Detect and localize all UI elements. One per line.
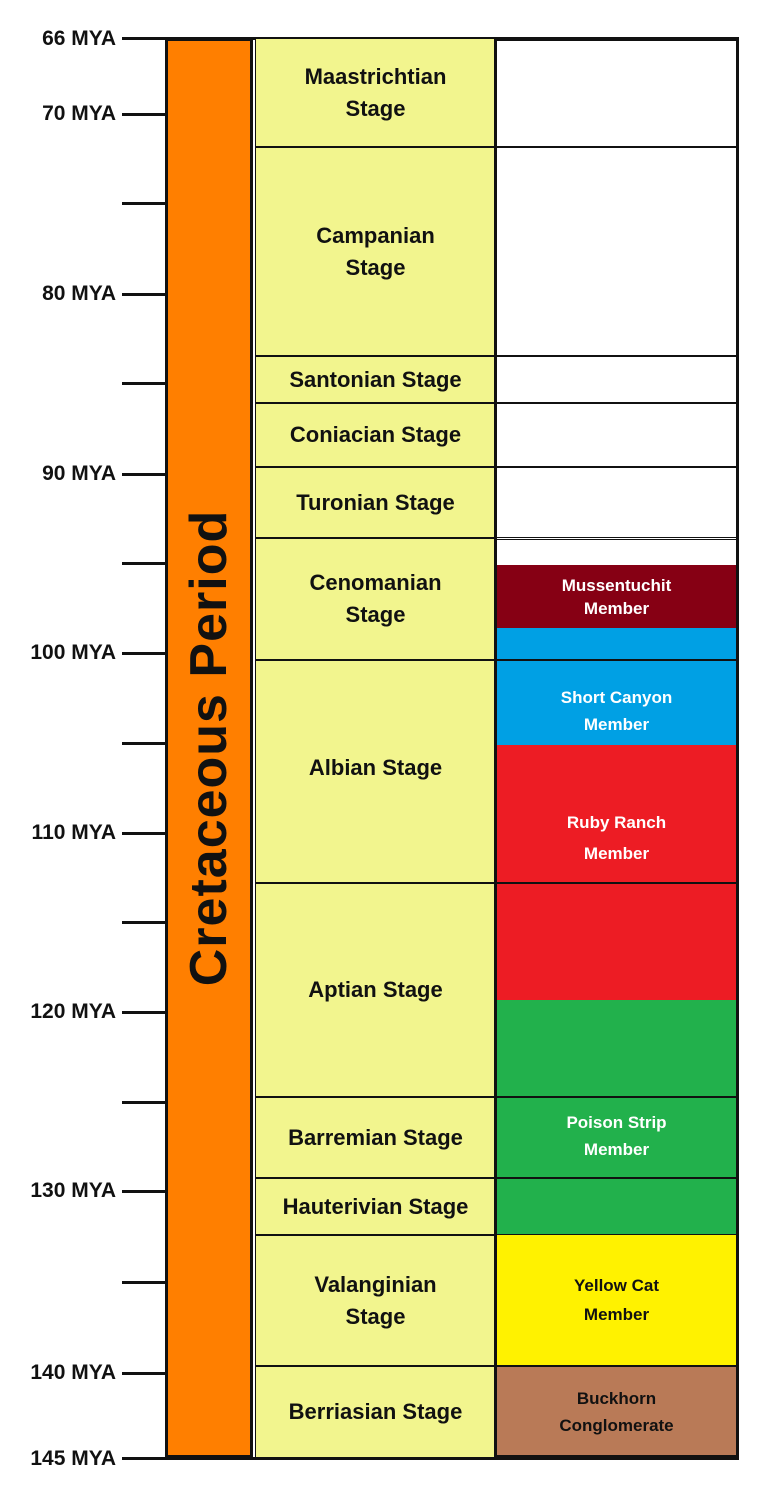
stage-label-line: Stage xyxy=(345,254,406,280)
tick-line-minor-85 xyxy=(122,382,165,385)
tick-line-minor-115 xyxy=(122,921,165,924)
stage-valanginian: Valanginian Stage xyxy=(255,1235,496,1366)
stage-label-line: Albian Stage xyxy=(308,754,443,780)
stage-label-line: Aptian Stage xyxy=(308,977,443,1002)
stage-hauterivian: Hauterivian Stage xyxy=(255,1178,496,1235)
member-label-line: Poison Strip xyxy=(566,1113,667,1132)
member-ruby-ranch: Ruby Ranch Member xyxy=(496,745,737,1000)
tick-line-90 xyxy=(122,473,165,476)
member-label-line: Member xyxy=(583,1305,650,1324)
tick-line-120 xyxy=(122,1011,165,1014)
member-label-line: Member xyxy=(583,598,650,618)
tick-line-minor-95 xyxy=(122,562,165,565)
member-label-line: Ruby Ranch xyxy=(566,812,667,832)
stage-aptian: Aptian Stage xyxy=(255,883,496,1097)
stage-campanian: Campanian Stage xyxy=(255,147,496,356)
stage-label-line: Barremian Stage xyxy=(288,1124,463,1150)
tick-line-130 xyxy=(122,1190,165,1193)
stage-turonian: Turonian Stage xyxy=(255,467,496,538)
stage-label-line: Cenomanian xyxy=(309,570,442,595)
stage-barremian: Barremian Stage xyxy=(255,1097,496,1178)
tick-label-110: 110 MYA xyxy=(31,821,116,844)
tick-label-120: 120 MYA xyxy=(30,1000,116,1023)
tick-line-140 xyxy=(122,1372,165,1375)
member-buckhorn-conglomerate: Buckhorn Conglomerate xyxy=(496,1366,737,1458)
stage-label-line: Hauterivian Stage xyxy=(282,1193,469,1219)
tick-line-minor-135 xyxy=(122,1281,165,1284)
tick-label-90: 90 MYA xyxy=(42,462,116,485)
member-blank-cenomanian xyxy=(496,539,737,565)
stage-label-line: Berriasian Stage xyxy=(288,1399,463,1424)
tick-label-70: 70 MYA xyxy=(42,102,116,125)
tick-line-80 xyxy=(122,293,165,296)
member-blank-campanian xyxy=(496,147,737,356)
member-poison-strip: Poison Strip Member xyxy=(496,1000,737,1235)
boundary-line-albian xyxy=(496,659,737,661)
tick-line-minor-75 xyxy=(122,202,165,205)
boundary-line-aptian xyxy=(496,882,737,884)
tick-label-100: 100 MYA xyxy=(30,641,116,664)
stage-label-line: Maastrichtian xyxy=(304,63,447,89)
member-label-line: Short Canyon xyxy=(560,687,673,707)
member-label-line: Mussentuchit xyxy=(561,575,672,595)
tick-line-minor-105 xyxy=(122,742,165,745)
member-blank-coniacian xyxy=(496,403,737,467)
boundary-line-barremian xyxy=(496,1096,737,1098)
member-blank-maastrichtian xyxy=(496,38,737,147)
member-label-line: Buckhorn xyxy=(576,1389,657,1408)
member-short-canyon: Short Canyon Member xyxy=(496,628,737,745)
member-label-line: Member xyxy=(583,843,650,863)
stage-maastrichtian: Maastrichtian Stage xyxy=(255,38,496,147)
stage-albian: Albian Stage xyxy=(255,660,496,883)
tick-label-140: 140 MYA xyxy=(30,1361,116,1384)
member-blank-turonian xyxy=(496,467,737,538)
tick-line-100 xyxy=(122,652,165,655)
member-label-line: Conglomerate xyxy=(559,1416,674,1435)
bottom-boundary-line xyxy=(122,1457,739,1460)
stage-santonian: Santonian Stage xyxy=(255,356,496,403)
stage-label-line: Turonian Stage xyxy=(296,489,455,515)
stage-label-line: Stage xyxy=(345,602,406,627)
stage-label-line: Stage xyxy=(345,1303,406,1329)
tick-label-130: 130 MYA xyxy=(30,1179,116,1202)
stage-label-line: Stage xyxy=(345,95,406,121)
tick-label-80: 80 MYA xyxy=(42,282,116,305)
boundary-line-hauterivian xyxy=(496,1177,737,1179)
stage-label-line: Santonian Stage xyxy=(289,366,462,392)
tick-label-145: 145 MYA xyxy=(30,1447,116,1470)
tick-label-66: 66 MYA xyxy=(42,27,116,50)
member-blank-santonian xyxy=(496,356,737,403)
stage-label-line: Campanian xyxy=(316,222,435,248)
stage-coniacian: Coniacian Stage xyxy=(255,403,496,467)
member-label-line: Member xyxy=(583,1140,650,1159)
member-yellow-cat: Yellow Cat Member xyxy=(496,1234,737,1366)
period-column: Cretaceous Period xyxy=(165,38,253,1458)
tick-line-110 xyxy=(122,832,165,835)
tick-line-minor-125 xyxy=(122,1101,165,1104)
stage-label-line: Valanginian xyxy=(314,1271,437,1297)
stage-berriasian: Berriasian Stage xyxy=(255,1366,496,1458)
stage-cenomanian: Cenomanian Stage xyxy=(255,538,496,660)
period-label: Cretaceous Period xyxy=(180,509,238,987)
member-label-line: Member xyxy=(583,714,650,734)
stage-label-line: Coniacian Stage xyxy=(289,422,462,447)
member-mussentuchit: Mussentuchit Member xyxy=(496,565,737,628)
tick-line-70 xyxy=(122,113,165,116)
member-label-line: Yellow Cat xyxy=(573,1276,660,1295)
